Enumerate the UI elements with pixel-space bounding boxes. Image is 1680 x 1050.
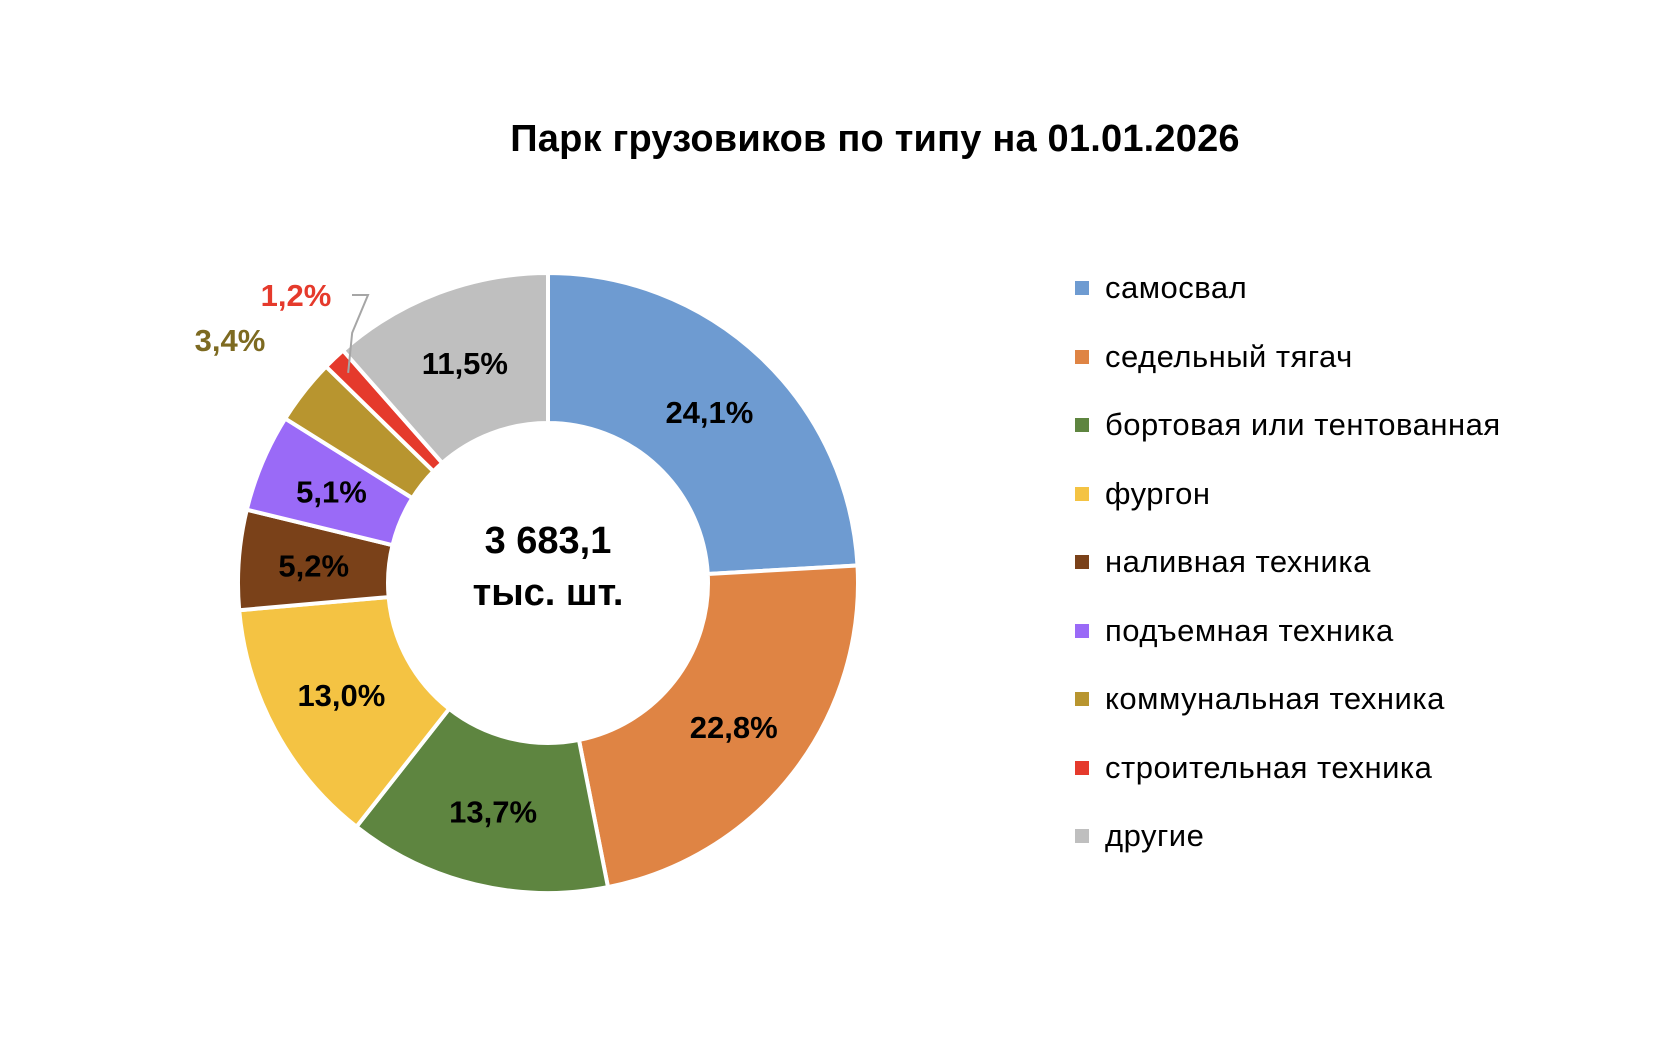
donut-slice-3	[353, 705, 611, 895]
legend-item: наливная техника	[1075, 542, 1371, 582]
data-label-4: 13,0%	[297, 678, 385, 713]
chart-title: Парк грузовиков по типу на 01.01.2026	[510, 118, 1240, 160]
center-total-value: 3 683,1	[485, 520, 612, 562]
legend-swatch	[1075, 692, 1089, 706]
legend-swatch	[1075, 486, 1089, 501]
donut-slice-1	[546, 270, 860, 577]
data-label-3: 13,7%	[449, 795, 537, 830]
legend-swatch	[1075, 829, 1089, 843]
legend-item: другие	[1075, 816, 1204, 856]
slice-labels: 24,1% 22,8% 13,7% 13,0% 5,2% 5,1% 3,4% 1,2% 11,5…	[195, 278, 778, 830]
legend-label: седельный тягач	[1105, 338, 1353, 374]
legend-label: строительная техника	[1105, 749, 1433, 785]
legend-label: подъемная техника	[1105, 612, 1394, 648]
donut-slice-2	[576, 563, 860, 890]
center-total-unit: тыс. шт.	[473, 572, 624, 614]
legend-item: самосвал	[1075, 268, 1247, 308]
data-label-2: 22,8%	[690, 710, 778, 745]
legend-swatch	[1075, 418, 1089, 432]
legend-label: бортовая или тентованная	[1105, 407, 1501, 442]
donut-slice-9	[340, 270, 550, 466]
legend-label: самосвал	[1105, 270, 1248, 305]
leader-lines	[347, 294, 370, 373]
legend-item: строительная техника	[1075, 748, 1432, 788]
legend-label: другие	[1105, 818, 1205, 853]
donut-slices	[236, 270, 860, 895]
legend-swatch	[1075, 623, 1089, 638]
legend-item: седельный тягач	[1075, 337, 1353, 377]
legend-item: бортовая или тентованная	[1075, 405, 1501, 445]
data-label-9: 11,5%	[422, 346, 508, 381]
legend-swatch	[1075, 760, 1089, 775]
legend-swatch	[1075, 555, 1089, 569]
leader-line-1	[347, 294, 370, 373]
legend-label: фургон	[1105, 475, 1211, 511]
legend-swatch	[1075, 349, 1089, 364]
data-label-7: 3,4%	[195, 323, 266, 358]
data-label-8: 1,2%	[261, 278, 332, 313]
legend-swatch	[1075, 281, 1089, 295]
data-label-6: 5,1%	[296, 475, 367, 510]
data-label-1: 24,1%	[665, 395, 753, 430]
legend-item: подъемная техника	[1075, 611, 1394, 651]
legend-label: коммунальная техника	[1105, 681, 1445, 716]
legend-item: фургон	[1075, 474, 1211, 514]
donut-slice-4	[237, 594, 452, 830]
legend-item: коммунальная техника	[1075, 679, 1445, 719]
data-label-5: 5,2%	[278, 548, 349, 583]
legend-label: наливная техника	[1105, 544, 1371, 579]
